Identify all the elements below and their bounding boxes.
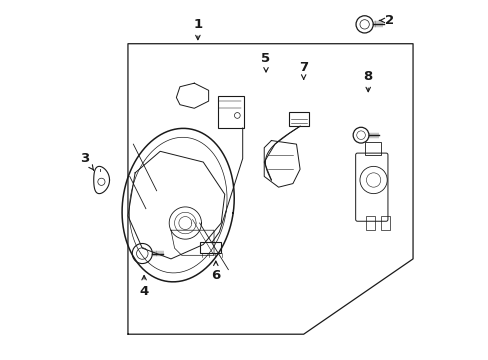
Text: 4: 4 xyxy=(139,275,148,298)
Text: 3: 3 xyxy=(80,152,93,170)
Text: 8: 8 xyxy=(363,69,372,92)
Text: 2: 2 xyxy=(379,14,393,27)
Bar xyxy=(380,216,389,230)
Bar xyxy=(364,142,380,155)
Bar xyxy=(199,242,221,253)
Bar xyxy=(366,216,375,230)
Text: 1: 1 xyxy=(193,18,202,40)
Text: 6: 6 xyxy=(211,261,220,282)
Text: 7: 7 xyxy=(299,60,307,80)
Text: 5: 5 xyxy=(261,51,270,72)
Bar xyxy=(217,96,244,128)
Bar xyxy=(289,112,308,126)
